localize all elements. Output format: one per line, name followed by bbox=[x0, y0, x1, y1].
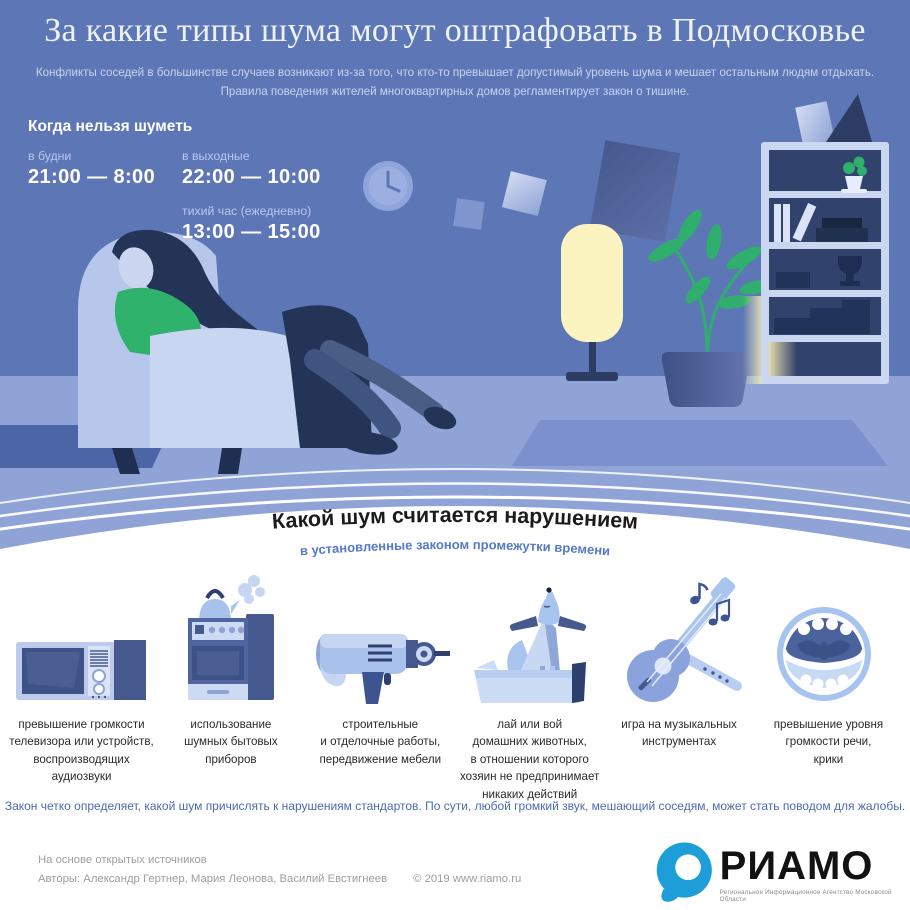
authors: Авторы: Александр Гертнер, Мария Леонова… bbox=[38, 872, 388, 885]
drill-icon bbox=[316, 634, 451, 704]
copyright: © 2019 www.riamo.ru bbox=[413, 872, 522, 885]
quiet-hours-label: в будни bbox=[28, 149, 72, 163]
hero-section: За какие типы шума могут оштрафовать в П… bbox=[0, 0, 910, 560]
section-title-arc: Какой шум считается нарушением в установ… bbox=[271, 503, 639, 558]
rug-right bbox=[512, 420, 888, 466]
quiet-hours-time: 22:00 — 10:00 bbox=[182, 166, 321, 188]
violation-label: лай или вой домашних животных, в отношен… bbox=[460, 718, 600, 801]
quiet-hours-time: 13:00 — 15:00 bbox=[182, 221, 321, 243]
guitar-icon bbox=[627, 577, 743, 702]
violation-label: использование шумных бытовых приборов bbox=[184, 718, 278, 766]
wall-clock bbox=[363, 161, 413, 211]
violation-label: игра на музыкальных инструментах bbox=[621, 718, 737, 749]
quiet-hours-weekdays: в будни 21:00 — 8:00 bbox=[28, 149, 182, 189]
violation-label: превышение уровня громкости речи, крики bbox=[773, 718, 884, 766]
floor-lamp bbox=[561, 224, 623, 381]
riamo-logo: РИАМО Региональное Информационное Агентс… bbox=[652, 840, 910, 904]
plant bbox=[648, 209, 775, 407]
violation-item-shouting: превышение уровня громкости речи, крики bbox=[755, 566, 902, 803]
violation-item-pets: лай или вой домашних животных, в отношен… bbox=[456, 566, 603, 803]
armchair-and-sleeping-person bbox=[78, 229, 457, 474]
violation-list: превышение громкости телевизора или устр… bbox=[8, 566, 902, 803]
credits-block: На основе открытых источников Авторы: Ал… bbox=[38, 851, 521, 888]
quiet-hours-label: тихий час (ежедневно) bbox=[182, 204, 312, 218]
violation-item-appliances: использование шумных бытовых приборов bbox=[157, 566, 304, 803]
arc-divider bbox=[0, 468, 910, 560]
source-note: На основе открытых источников bbox=[38, 854, 207, 866]
quiet-hours-label: в выходные bbox=[182, 149, 250, 163]
violation-item-tv: превышение громкости телевизора или устр… bbox=[8, 566, 155, 803]
quiet-hours-heading: Когда нельзя шуметь bbox=[28, 118, 193, 135]
section-subtitle: в установленные законом промежутки време… bbox=[299, 537, 610, 558]
section-title: Какой шум считается нарушением bbox=[271, 503, 639, 534]
riamo-tagline: Региональное Информационное Агентство Мо… bbox=[719, 889, 892, 903]
quiet-hours-weekends: в выходные 22:00 — 10:00 bbox=[182, 149, 368, 189]
quiet-hours-daily: тихий час (ежедневно) 13:00 — 15:00 bbox=[182, 204, 368, 244]
mouth-icon bbox=[777, 607, 872, 701]
quiet-hours-time: 21:00 — 8:00 bbox=[28, 166, 156, 188]
quiet-hours-grid: в будни 21:00 — 8:00 в выходные 22:00 — … bbox=[28, 149, 368, 244]
bookshelf bbox=[743, 94, 889, 384]
page-subtitle: Конфликты соседей в большинстве случаев … bbox=[35, 66, 875, 98]
quiet-hours-panel: Когда нельзя шуметь в будни 21:00 — 8:00… bbox=[28, 118, 368, 244]
page-title: За какие типы шума могут оштрафовать в П… bbox=[44, 12, 866, 49]
tv-icon bbox=[15, 640, 146, 700]
riamo-logo-text-block: РИАМО Региональное Информационное Агентс… bbox=[720, 840, 910, 903]
living-room-illustration bbox=[0, 0, 910, 560]
riamo-wordmark: РИАМО bbox=[719, 844, 874, 888]
law-note: Закон четко определяет, какой шум причис… bbox=[4, 799, 906, 813]
howling-dog-icon bbox=[473, 587, 586, 703]
violation-label: строительные и отделочные работы, передв… bbox=[319, 718, 442, 766]
svg-text:Какой шум считается нарушением: Какой шум считается нарушением bbox=[271, 503, 639, 534]
violation-label: превышение громкости телевизора или устр… bbox=[9, 718, 154, 784]
svg-text:в установленные законом промеж: в установленные законом промежутки време… bbox=[299, 537, 610, 558]
violation-item-music: игра на музыкальных инструментах bbox=[606, 566, 753, 803]
riamo-logo-icon bbox=[656, 842, 712, 902]
stove-icon bbox=[187, 575, 274, 700]
wall-frames bbox=[453, 140, 681, 242]
violation-item-construction: строительные и отделочные работы, передв… bbox=[307, 566, 454, 803]
